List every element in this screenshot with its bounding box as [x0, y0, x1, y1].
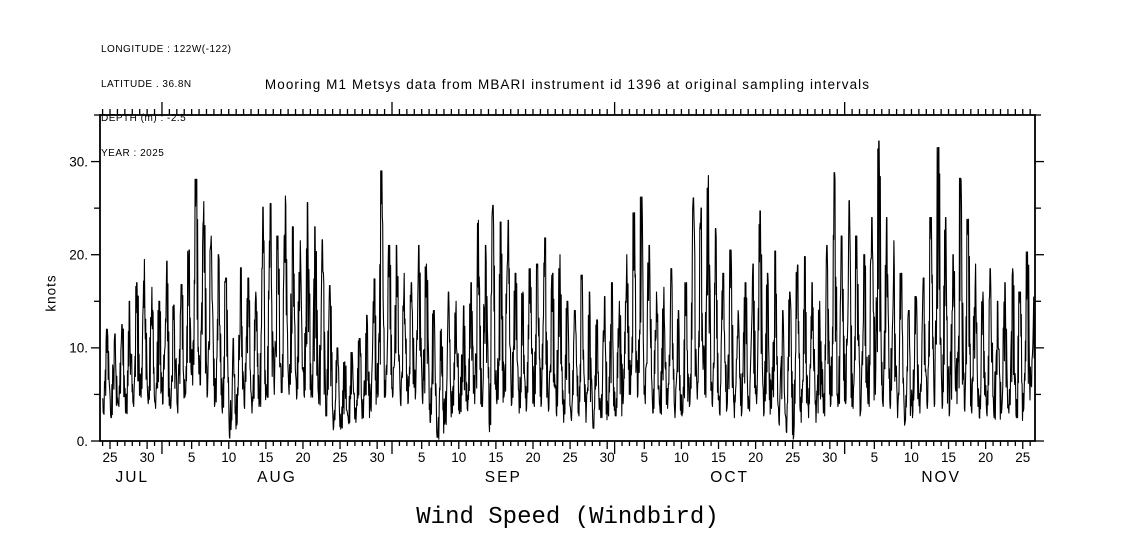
- x-day-tick-label: 15: [941, 450, 956, 465]
- x-day-tick-label: 20: [748, 450, 763, 465]
- x-month-label: OCT: [710, 469, 749, 486]
- x-day-tick-label: 20: [978, 450, 993, 465]
- x-day-tick-label: 10: [451, 450, 466, 465]
- x-day-tick-label: 20: [295, 450, 310, 465]
- x-day-tick-label: 25: [103, 450, 118, 465]
- x-day-tick-label: 30: [370, 450, 385, 465]
- x-month-label: SEP: [485, 469, 522, 486]
- x-day-tick-label: 5: [871, 450, 879, 465]
- y-tick-label: 30.: [69, 154, 88, 169]
- x-day-tick-label: 25: [785, 450, 800, 465]
- x-day-tick-label: 30: [600, 450, 615, 465]
- x-month-label: NOV: [921, 469, 961, 486]
- x-month-label: JUL: [115, 469, 149, 486]
- x-day-tick-label: 30: [822, 450, 837, 465]
- x-month-label: AUG: [257, 469, 297, 486]
- x-day-tick-label: 15: [711, 450, 726, 465]
- metadata-latitude: LATITUDE . 36.8N: [101, 78, 192, 90]
- y-tick-label: 0.: [77, 434, 88, 449]
- chart-title: Mooring M1 Metsys data from MBARI instru…: [264, 77, 871, 92]
- x-day-tick-label: 30: [140, 450, 155, 465]
- metadata-block: LONGITUDE : 122W(-122) LATITUDE . 36.8N …: [101, 21, 231, 182]
- x-day-tick-label: 5: [418, 450, 426, 465]
- wind-speed-series: [102, 140, 1036, 440]
- x-day-tick-label: 10: [674, 450, 689, 465]
- y-tick-label: 20.: [69, 248, 88, 263]
- x-day-tick-label: 20: [525, 450, 540, 465]
- metadata-year: YEAR : 2025: [101, 147, 165, 159]
- x-axis-title: Wind Speed (Windbird): [416, 504, 719, 531]
- metadata-depth: DEPTH (m) : -2.5: [101, 113, 187, 124]
- x-day-tick-label: 5: [188, 450, 196, 465]
- x-day-tick-label: 25: [333, 450, 348, 465]
- x-day-tick-label: 15: [258, 450, 273, 465]
- x-day-tick-label: 15: [488, 450, 503, 465]
- x-day-tick-label: 5: [641, 450, 649, 465]
- y-tick-label: 10.: [69, 341, 88, 356]
- x-day-tick-label: 25: [563, 450, 578, 465]
- x-day-tick-label: 10: [904, 450, 919, 465]
- x-day-tick-label: 10: [221, 450, 236, 465]
- metadata-longitude: LONGITUDE : 122W(-122): [101, 44, 232, 55]
- x-day-tick-label: 25: [1015, 450, 1030, 465]
